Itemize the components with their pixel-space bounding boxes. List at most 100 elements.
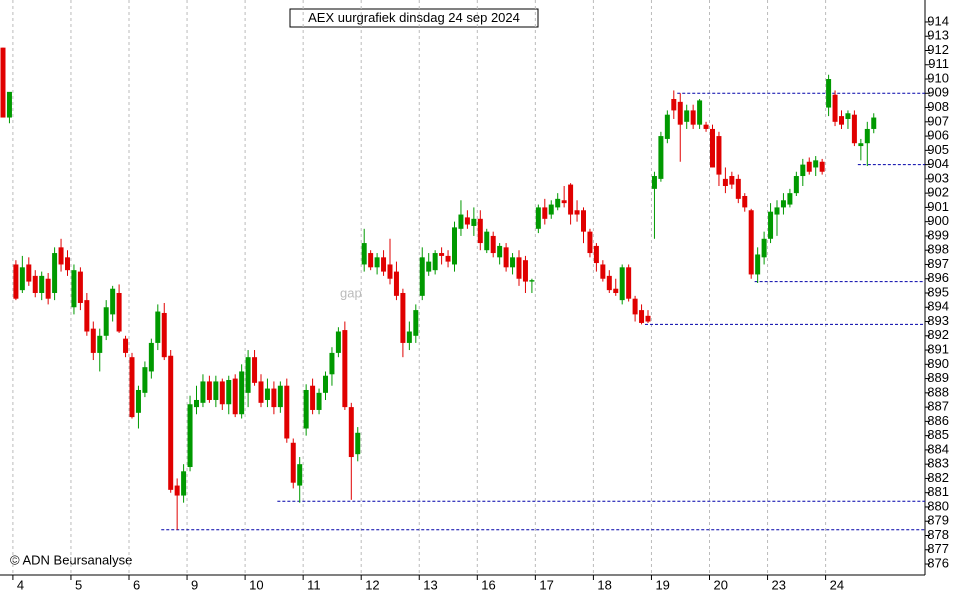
candle-body [161, 312, 167, 358]
candle-body [845, 113, 851, 119]
x-tick-label: 4 [17, 577, 24, 592]
candle-body [761, 238, 767, 258]
y-tick-label: 883 [927, 456, 949, 471]
candle-body [39, 275, 45, 293]
candle-body [200, 381, 206, 403]
candle-body [181, 471, 187, 496]
candle-body [581, 210, 586, 232]
candle-body [419, 257, 425, 296]
candle-body [194, 399, 199, 408]
candle-body [619, 267, 625, 301]
candle-body [258, 381, 264, 403]
candle-body [542, 207, 548, 219]
candle-body [13, 264, 19, 299]
y-tick-label: 884 [927, 441, 949, 456]
candle-body [0, 47, 6, 118]
y-tick-label: 904 [927, 156, 949, 171]
candle-body [368, 253, 374, 268]
candle-body [52, 253, 58, 293]
y-tick-label: 876 [927, 555, 949, 570]
candle-body [303, 389, 309, 429]
candle-body [839, 116, 844, 125]
candle-body [155, 311, 161, 343]
y-tick-label: 879 [927, 513, 949, 528]
candle-body [735, 178, 741, 199]
title-box [289, 8, 539, 28]
candle-body [471, 218, 477, 226]
candle-body [632, 298, 638, 315]
candle-body [851, 114, 857, 144]
candle-body [129, 357, 135, 418]
y-tick-label: 882 [927, 470, 949, 485]
y-tick-label: 902 [927, 185, 949, 200]
candle-body [729, 176, 735, 185]
y-tick-label: 893 [927, 313, 949, 328]
candle-body [477, 218, 483, 244]
x-tick-label: 10 [249, 577, 263, 592]
candle-body [864, 128, 870, 144]
candle-body [252, 357, 258, 383]
candle-body [458, 214, 464, 229]
y-tick-label: 910 [927, 70, 949, 85]
y-tick-label: 914 [927, 13, 949, 28]
candle-body [316, 392, 322, 410]
x-tick-label: 9 [191, 577, 198, 592]
y-tick-label: 899 [927, 227, 949, 242]
candle-body [84, 300, 90, 332]
y-tick-label: 890 [927, 356, 949, 371]
candle-body [103, 307, 109, 336]
candle-body [768, 211, 774, 239]
annotation: gap [340, 285, 362, 300]
x-tick-label: 23 [772, 577, 786, 592]
candle-body [722, 178, 728, 187]
candle-body [664, 114, 670, 139]
candle-body [116, 292, 122, 332]
candle-body [703, 124, 709, 129]
candle-body [561, 200, 567, 204]
candle-body [555, 198, 561, 208]
candle-body [568, 184, 574, 215]
candle-body [271, 388, 277, 408]
y-tick-label: 908 [927, 99, 949, 114]
candle-body [600, 264, 606, 279]
candle-body [780, 200, 786, 208]
candle-body [716, 136, 722, 175]
candle-body [406, 331, 412, 343]
y-tick-label: 913 [927, 28, 949, 43]
candle-body [684, 110, 690, 122]
candle-body [793, 176, 799, 194]
y-tick-label: 878 [927, 527, 949, 542]
candle-body [574, 210, 580, 215]
candle-body [6, 91, 12, 118]
candle-body [387, 264, 393, 279]
candle-body [264, 388, 270, 400]
x-tick-label: 13 [423, 577, 437, 592]
y-tick-label: 903 [927, 170, 949, 185]
candle-body [187, 404, 193, 468]
candle-body [97, 335, 103, 353]
candle-body [123, 338, 129, 353]
x-tick-label: 19 [655, 577, 669, 592]
candle-body [587, 231, 593, 254]
candle-body [439, 253, 445, 256]
x-tick-label: 24 [830, 577, 844, 592]
candle-body [748, 210, 754, 275]
x-tick-label: 20 [714, 577, 728, 592]
y-tick-label: 877 [927, 541, 949, 556]
candle-body [871, 117, 877, 129]
candle-body [310, 385, 316, 410]
y-tick-label: 894 [927, 299, 949, 314]
y-tick-label: 891 [927, 341, 949, 356]
candle-body [858, 143, 864, 147]
x-tick-label: 11 [307, 577, 321, 592]
candle-body [400, 292, 406, 343]
candle-body [497, 245, 503, 258]
candle-body [413, 310, 419, 336]
candle-body [148, 342, 154, 372]
candle-body [77, 271, 83, 303]
candle-body [19, 267, 25, 291]
candle-body [626, 267, 632, 299]
candle-body [219, 381, 225, 405]
candle-body [90, 328, 96, 353]
y-tick-label: 881 [927, 484, 949, 499]
